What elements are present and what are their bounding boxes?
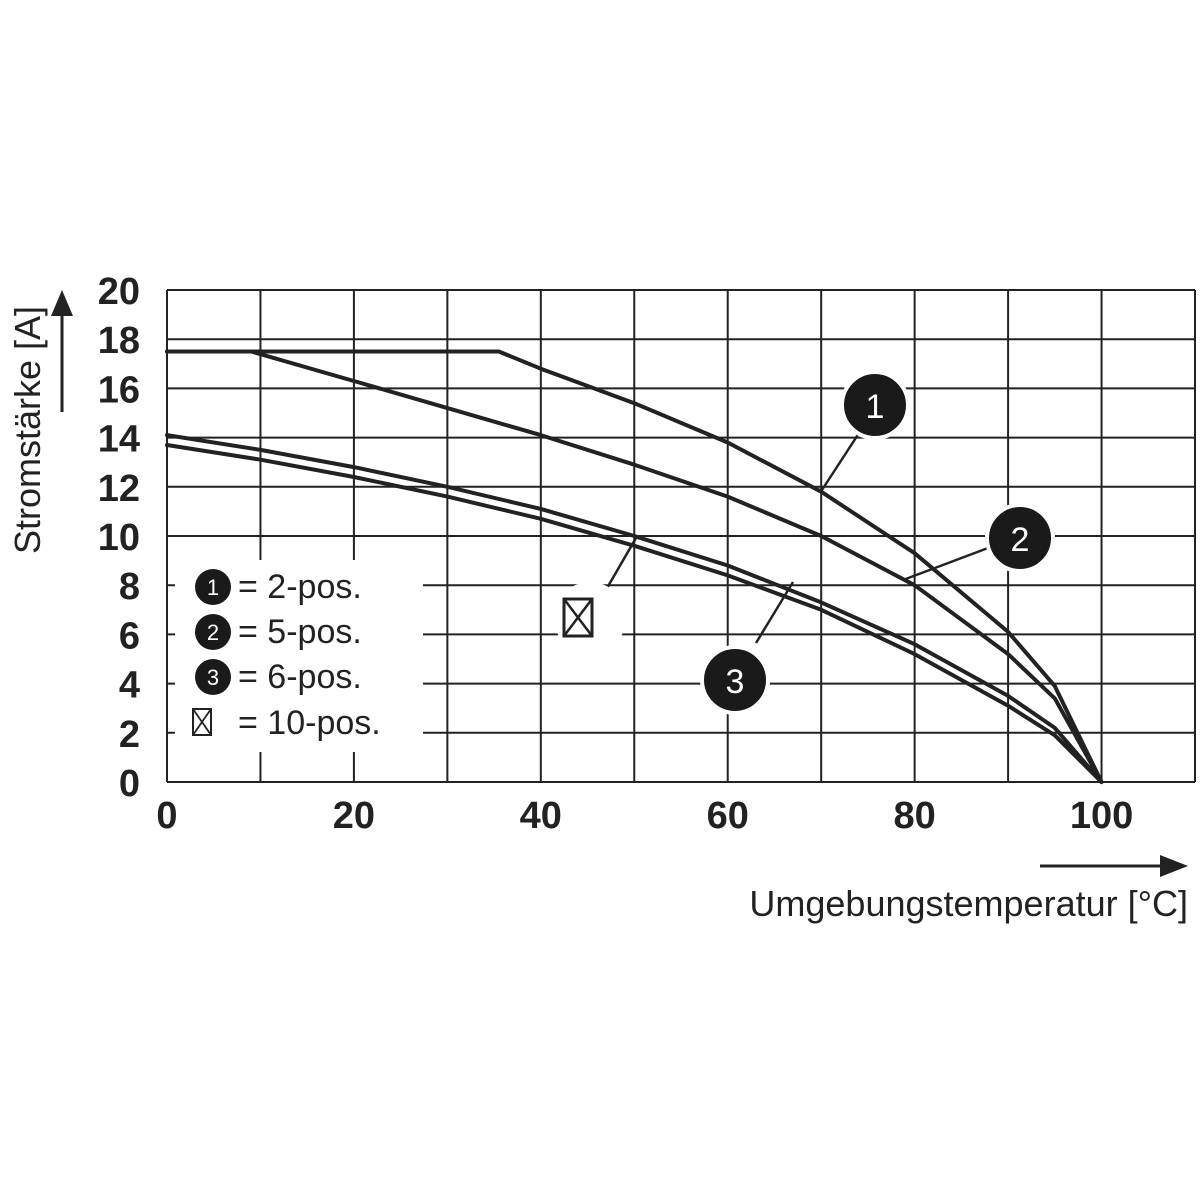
callout-10pos-box-icon [562,597,594,638]
y-tick-label: 10 [98,517,140,559]
legend-item-2pos: 1 = 2-pos. [195,568,362,606]
x-tick-labels: 0 20 40 60 80 100 [156,795,1133,837]
x-tick-label: 40 [520,795,562,837]
legend-box-icon [192,708,212,736]
y-tick-label: 6 [119,615,140,657]
callouts: 1 2 3 [554,370,1055,715]
legend-label-2: = 5-pos. [238,613,362,651]
callout-2-badge [985,503,1055,573]
y-axis-title: Stromstärke [A] [7,306,48,554]
legend-label-4: = 10-pos. [238,704,381,742]
callout-1-badge [840,370,910,440]
legend-badge-3 [195,659,231,695]
x-tick-label: 60 [707,795,749,837]
legend-badge-1-number: 1 [207,575,219,600]
callout-3-leader [754,581,795,644]
callout-1-number: 1 [866,388,885,426]
y-tick-label: 4 [119,665,140,707]
y-tick-label: 12 [98,468,140,510]
y-tick-label: 0 [119,763,140,805]
x-axis-title-group: Umgebungstemperatur [°C] [749,855,1188,924]
series-lines [165,349,1104,784]
y-tick-label: 8 [119,566,140,608]
y-tick-labels: 0 2 4 6 8 10 12 14 16 18 20 [98,271,140,805]
legend-item-6pos: 3 = 6-pos. [195,658,362,696]
callout-2-number: 2 [1011,521,1030,559]
y-tick-label: 16 [98,369,140,411]
y-tick-label: 18 [98,320,140,362]
legend-badge-2-number: 2 [207,620,219,645]
legend-label-3: = 6-pos. [238,658,362,696]
y-tick-label: 20 [98,271,140,313]
series-line-3 [165,433,1104,784]
legend-item-5pos: 2 = 5-pos. [195,613,362,651]
x-tick-label: 80 [893,795,935,837]
callout-10pos-leader [601,537,638,596]
series-line-4 [165,443,1104,784]
y-tick-label: 14 [98,419,140,461]
y-tick-label: 2 [119,714,140,756]
x-tick-label: 20 [333,795,375,837]
legend-label-1: = 2-pos. [238,568,362,606]
x-tick-label: 100 [1070,795,1133,837]
series-line-2 [165,349,1104,784]
legend-badge-3-number: 3 [207,665,219,690]
y-axis-title-group: Stromstärke [A] [7,290,73,554]
x-axis-title: Umgebungstemperatur [°C] [749,883,1188,924]
series-line-1 [165,349,1104,784]
legend-badge-1 [195,569,231,605]
callout-1-leader [818,429,863,494]
x-tick-label: 0 [156,795,177,837]
legend-item-10pos: = 10-pos. [192,704,381,742]
y-axis-arrow-head [51,290,73,316]
x-axis-arrow-head [1160,855,1188,877]
callout-2-leader [902,546,989,582]
callout-3-number: 3 [726,663,745,701]
callout-3-badge [700,645,770,715]
legend: 1 = 2-pos. 2 = 5-pos. 3 = 6-pos. = 10-po… [175,560,423,752]
legend-badge-2 [195,614,231,650]
